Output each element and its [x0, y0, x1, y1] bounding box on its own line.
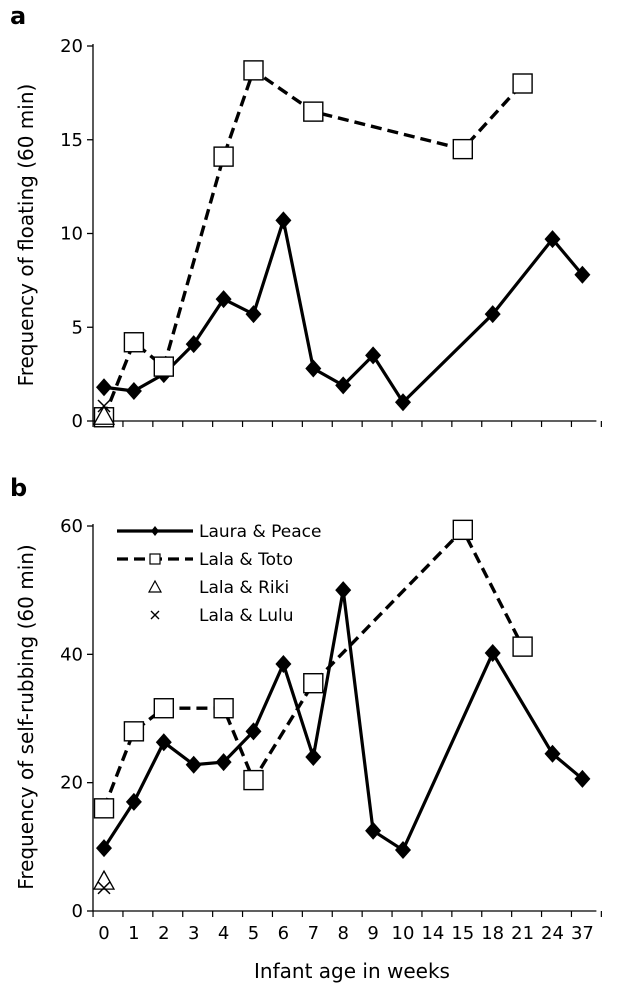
panel-b-x-tick-label: 14 [421, 923, 444, 944]
panel-b-series-lala-toto-point [243, 769, 264, 791]
panel-a-series-lala-toto-point [243, 60, 264, 81]
panel-a-y-tick-label: 15 [60, 130, 83, 151]
panel-a-series-laura-peace-line [103, 214, 584, 405]
panel-b-series-laura-peace-point [574, 769, 591, 788]
panel-a-series-laura-peace-point [544, 230, 561, 249]
legend-lala-toto-marker [149, 553, 161, 565]
panel-b-y-tick-label: 40 [60, 644, 83, 665]
panel-b-x-tick-label: 10 [392, 923, 415, 944]
panel-b-series-laura-peace-point [245, 722, 262, 741]
panel-b-series-lala-toto-point [213, 698, 234, 719]
panel-a-series-laura-peace-point [574, 265, 591, 284]
panel-b-series-lala-toto-point [452, 519, 473, 541]
panel-b-x-tick-label: 3 [188, 923, 199, 944]
panel-b-series-laura-peace-point [544, 744, 561, 763]
legend-lala-toto-label: Lala & Toto [199, 550, 293, 570]
panel-b-series-laura-peace-point [395, 841, 411, 860]
legend-laura-peace-marker [151, 526, 159, 536]
panel-b-x-tick-label: 21 [511, 923, 534, 944]
panel-a-ylabel: Frequency of floating (60 min) [14, 84, 38, 387]
panel-b-x-tick-label: 5 [248, 923, 259, 944]
panel-b-series-lala-lulu-point [97, 881, 111, 895]
panel-b-series-laura-peace-point [155, 733, 172, 752]
panel-b-series-lala-toto-point [303, 673, 324, 694]
panel-b-x-tick-label: 9 [367, 923, 378, 944]
panel-a-series-laura-peace-point [484, 305, 501, 324]
panel-a-series-laura-peace-point [275, 211, 292, 230]
panel-b-x-tick-label: 18 [481, 923, 504, 944]
panel-a-series-lala-toto-point [93, 407, 115, 428]
legend-lala-riki-label: Lala & Riki [199, 578, 289, 598]
panel-a-plot: 0 5 10 15 20 [60, 36, 602, 432]
legend-lala-lulu-label: Lala & Lulu [199, 606, 294, 626]
panel-b-series-laura-peace-point [365, 821, 382, 840]
panel-b-x-tick-label: 8 [337, 923, 348, 944]
panel-b-y-tick-label: 20 [60, 773, 83, 794]
panel-b-y-tick-label: 60 [60, 516, 83, 537]
panel-b-x-tick-label: 7 [308, 923, 319, 944]
panel-b-x-tick-label: 15 [451, 923, 474, 944]
panel-a-series-lala-lulu-point [97, 399, 111, 413]
panel-b-x-tick-label: 0 [98, 923, 109, 944]
panel-b-x-tick-label: 24 [541, 923, 564, 944]
panel-b-series-laura-peace-point [275, 654, 292, 673]
legend-lala-lulu-marker [150, 610, 160, 620]
panel-b-series-laura-peace-point [96, 839, 112, 858]
panel-b-x-tick-label: 4 [218, 923, 229, 944]
panel-b-series-lala-toto-line [102, 526, 525, 809]
panel-a-series-laura-peace-point [395, 393, 411, 412]
panel-a-series-lala-toto-point [303, 101, 324, 122]
panel-a-series-lala-riki-point [92, 404, 116, 425]
panel-a-series-laura-peace-point [215, 290, 232, 309]
panel-a-series-laura-peace-point [125, 382, 142, 400]
legend: Laura & Peace Lala & Toto Lala & Riki Lala … [117, 522, 321, 626]
panel-b-series-lala-toto-point [93, 798, 115, 819]
panel-b-letter: b [10, 474, 27, 502]
panel-a-series-laura-peace-point [185, 335, 202, 354]
panel-b-series-laura-peace-point [125, 792, 142, 811]
panel-b-y-tick-label: 0 [72, 901, 83, 922]
panel-b-series-lala-toto-point [123, 721, 145, 742]
panel-b-series-laura-peace-point [484, 644, 501, 663]
panel-a-series-lala-toto-point [512, 73, 533, 94]
panel-b-series-laura-peace-point [215, 753, 232, 772]
panel-b-series-lala-toto-point [512, 636, 533, 657]
panel-b-series-laura-peace-line [102, 589, 584, 853]
panel-a-series-lala-toto-point [213, 146, 234, 167]
panel-a-series-lala-toto-point [153, 356, 175, 377]
panel-b-x-tick-label: 1 [128, 923, 139, 944]
legend-lala-riki-marker [147, 579, 163, 593]
panel-b-x-tick-label: 37 [571, 923, 594, 944]
panel-a-y-tick-label: 10 [60, 224, 83, 245]
panel-a-y-tick-label: 0 [72, 411, 83, 432]
panel-b-series-lala-toto-point [153, 698, 175, 719]
panel-b-x-tick-label: 2 [158, 923, 169, 944]
panel-a-series-laura-peace-point [245, 305, 262, 324]
legend-laura-peace-label: Laura & Peace [199, 522, 321, 542]
panel-b-x-tick-label: 6 [278, 923, 289, 944]
panel-a-letter: a [10, 2, 26, 30]
panel-b-series-lala-riki-point [92, 869, 116, 890]
panel-b-series-laura-peace-point [185, 755, 202, 774]
panel-a-series-laura-peace-point [96, 378, 112, 397]
panel-a-series-laura-peace-point [305, 359, 322, 378]
panel-a-y-tick-label: 20 [60, 36, 83, 57]
panel-a-series-laura-peace-point [365, 346, 382, 365]
panel-b-series-laura-peace-point [335, 581, 352, 600]
panel-b-ylabel: Frequency of self-rubbing (60 min) [14, 544, 38, 889]
panel-a-series-laura-peace-point [335, 376, 352, 395]
panel-b-series-laura-peace-point [305, 748, 322, 766]
x-axis-title: Infant age in weeks [254, 959, 450, 983]
panel-a-y-tick-label: 5 [72, 317, 83, 338]
panel-a-series-lala-toto-point [123, 332, 145, 353]
panel-a-series-lala-toto-point [452, 138, 473, 160]
